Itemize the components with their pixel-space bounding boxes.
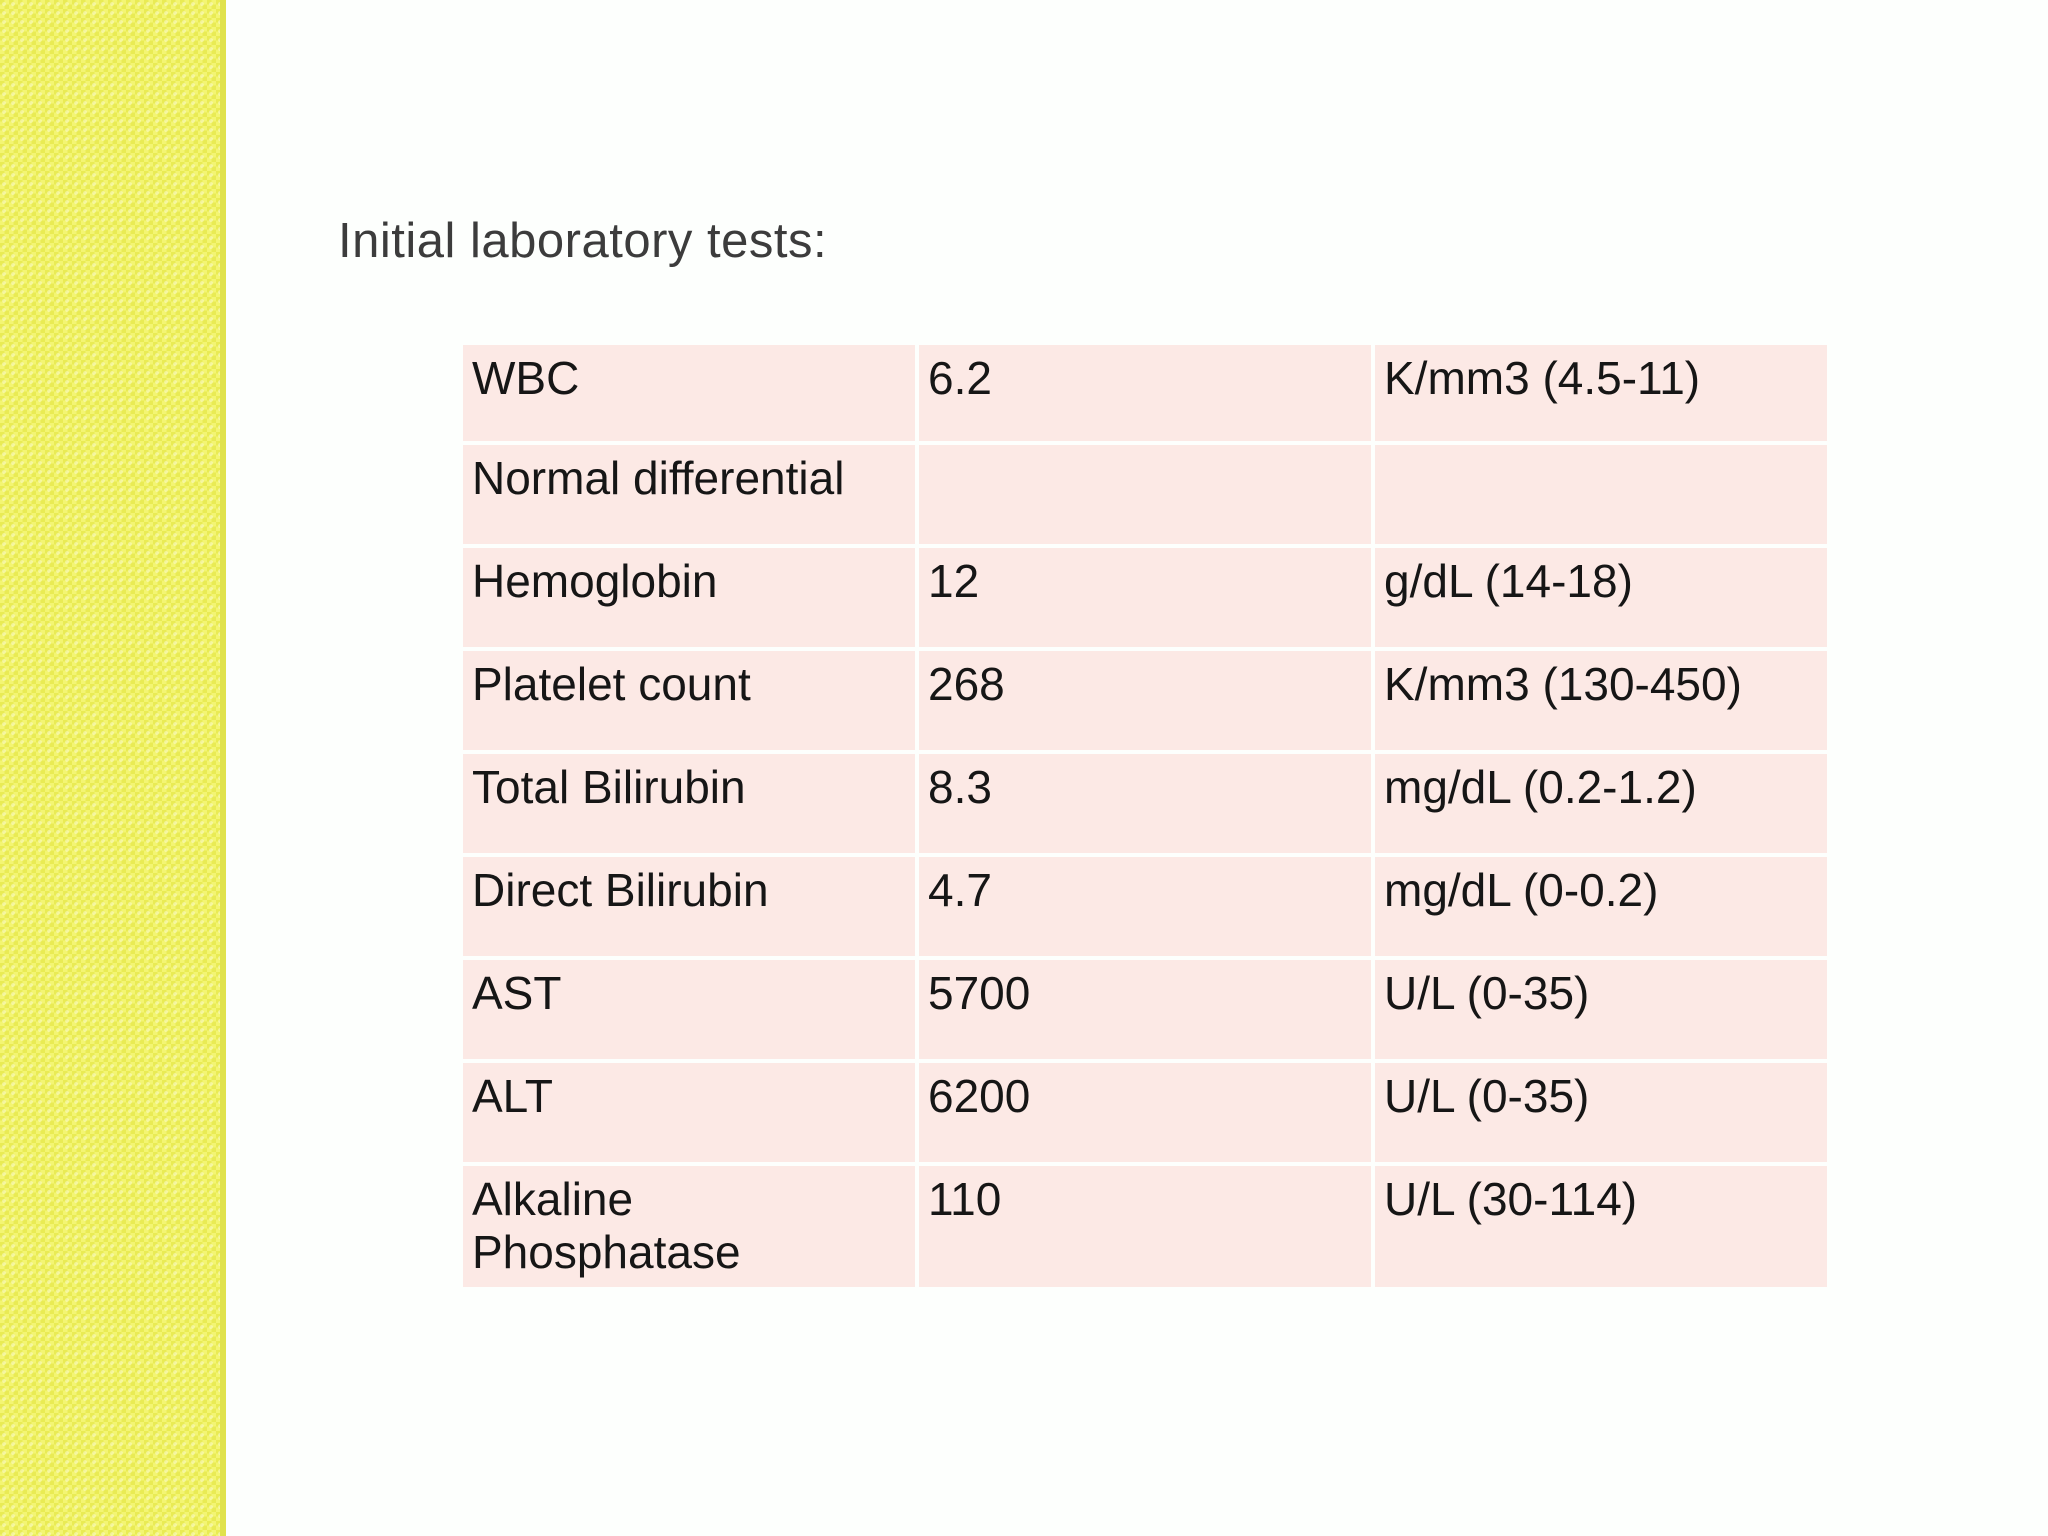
table-cell-value: 4.7: [919, 857, 1371, 956]
table-cell-units: U/L (30-114): [1375, 1166, 1827, 1287]
table-cell-value: 6.2: [919, 345, 1371, 441]
table-cell-test-name: Normal differential: [463, 445, 915, 544]
table-cell-units: mg/dL (0.2-1.2): [1375, 754, 1827, 853]
lab-results-table: WBC 6.2 K/mm3 (4.5-11) Normal differenti…: [463, 345, 1827, 1287]
slide-title: Initial laboratory tests:: [338, 214, 828, 268]
table-cell-value: 8.3: [919, 754, 1371, 853]
table-cell-units: K/mm3 (130-450): [1375, 651, 1827, 750]
table-cell-test-name: AST: [463, 960, 915, 1059]
sidebar-accent-bar: [0, 0, 226, 1536]
table-cell-value: 5700: [919, 960, 1371, 1059]
table-cell-test-name: Platelet count: [463, 651, 915, 750]
table-cell-units: [1375, 445, 1827, 544]
table-cell-test-name: Hemoglobin: [463, 548, 915, 647]
table-cell-units: K/mm3 (4.5-11): [1375, 345, 1827, 441]
table-cell-value: 6200: [919, 1063, 1371, 1162]
table-cell-test-name: WBC: [463, 345, 915, 441]
table-cell-test-name: ALT: [463, 1063, 915, 1162]
table-cell-units: mg/dL (0-0.2): [1375, 857, 1827, 956]
table-cell-test-name: Direct Bilirubin: [463, 857, 915, 956]
table-cell-value: 110: [919, 1166, 1371, 1287]
table-cell-test-name: Alkaline Phosphatase: [463, 1166, 915, 1287]
table-cell-test-name: Total Bilirubin: [463, 754, 915, 853]
table-cell-units: g/dL (14-18): [1375, 548, 1827, 647]
table-cell-value: 268: [919, 651, 1371, 750]
table-cell-value: 12: [919, 548, 1371, 647]
table-cell-value: [919, 445, 1371, 544]
table-cell-units: U/L (0-35): [1375, 1063, 1827, 1162]
table-cell-units: U/L (0-35): [1375, 960, 1827, 1059]
